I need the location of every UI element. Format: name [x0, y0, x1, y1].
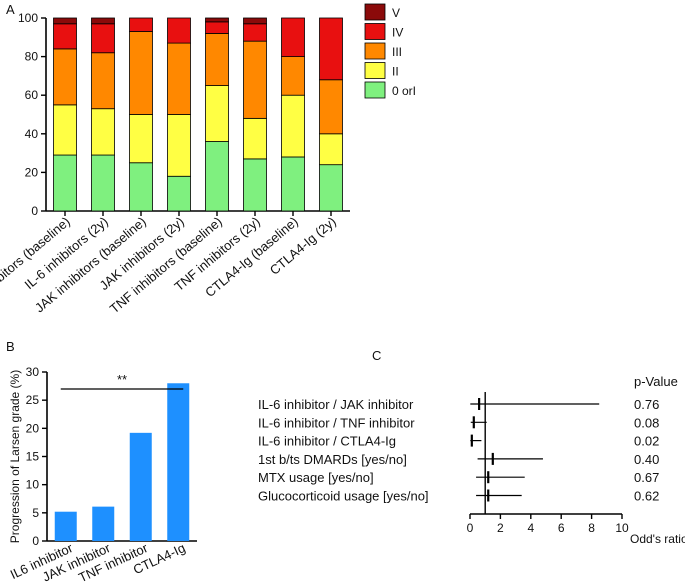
y-tick-label-b: 5: [32, 506, 39, 520]
stacked-bar-segment: [91, 108, 115, 156]
stacked-bar-segment: [91, 52, 115, 110]
y-tick-label-a: 40: [25, 127, 39, 141]
legend-swatch: [364, 42, 386, 60]
stacked-bar-segment: [281, 156, 305, 212]
y-tick-label-b: 10: [26, 478, 40, 492]
y-tick-label-a: 0: [31, 204, 38, 218]
p-value: 0.08: [634, 415, 659, 430]
stacked-bar-segment: [53, 104, 77, 156]
legend-label: III: [392, 45, 402, 59]
stacked-bar-segment: [53, 23, 77, 50]
legend-label: 0 orI: [392, 84, 416, 98]
stacked-bar-segment: [53, 154, 77, 212]
stacked-bar-segment: [167, 114, 191, 177]
stacked-bar-segment: [281, 94, 305, 158]
stacked-bar-segment: [91, 17, 115, 25]
y-tick-label-a: 80: [25, 50, 39, 64]
bar-b: [167, 383, 190, 541]
x-tick-label-c: 8: [588, 521, 595, 535]
panel-b-bar-chart: 0 5 10 15 20 25 30 Progression of Larsen grade …: [8, 365, 197, 585]
stacked-bar-segment: [205, 17, 229, 23]
x-tick-label-c: 4: [527, 521, 534, 535]
y-tick-label-b: 30: [26, 365, 40, 379]
p-value: 0.02: [634, 434, 659, 449]
stacked-bar-segment: [53, 48, 77, 106]
stacked-bar-segment: [205, 85, 229, 142]
legend-label: V: [392, 6, 400, 20]
p-value-header: p-Value: [634, 374, 678, 389]
stacked-bar-segment: [319, 164, 343, 212]
y-axis-label-b: Progression of Larsen grade (%): [8, 370, 22, 543]
stacked-bar-segment: [129, 17, 153, 32]
panel-label-b: B: [6, 339, 15, 354]
p-value: 0.76: [634, 397, 659, 412]
stacked-bar-segment: [243, 17, 267, 25]
stacked-bar-segment: [319, 79, 343, 135]
stacked-bar-segment: [167, 175, 191, 212]
stacked-bar-segment: [91, 23, 115, 54]
stacked-bar-segment: [205, 141, 229, 212]
stacked-bar-segment: [243, 23, 267, 42]
stacked-bar-segment: [129, 31, 153, 115]
stacked-bar-segment: [167, 42, 191, 115]
row-label: IL-6 inhibitor / CTLA4-Ig: [258, 434, 396, 449]
stacked-bar-segment: [281, 17, 305, 57]
stacked-bar-segment: [243, 40, 267, 119]
stacked-bar-segment: [319, 133, 343, 166]
p-value: 0.40: [634, 452, 659, 467]
y-tick-label-b: 25: [26, 393, 40, 407]
x-tick-label-c: 2: [497, 521, 504, 535]
stacked-bar-segment: [53, 17, 77, 25]
x-tick-label-c: 6: [558, 521, 565, 535]
bar-b: [54, 511, 77, 541]
y-tick-label-b: 15: [26, 450, 40, 464]
stacked-bar-segment: [205, 21, 229, 34]
stacked-bar-segment: [243, 158, 267, 212]
stacked-bar-segment: [243, 117, 267, 160]
panel-label-a: A: [6, 2, 15, 17]
legend-swatch: [364, 62, 386, 79]
stacked-bar-segment: [205, 33, 229, 86]
legend-swatch: [364, 81, 386, 99]
stacked-bar-segment: [167, 17, 191, 44]
stacked-bar-segment: [129, 162, 153, 212]
panel-a-stacked-bar-chart: 020406080100IL-6 inhibitors (baseline)IL…: [0, 3, 416, 316]
row-label: Glucocorticoid usage [yes/no]: [258, 489, 429, 504]
bar-b: [92, 506, 115, 541]
y-tick-label-a: 100: [18, 11, 38, 25]
legend-swatch: [364, 3, 386, 21]
stacked-bar-segment: [91, 154, 115, 212]
significance-stars: **: [117, 372, 127, 387]
y-tick-label-a: 20: [25, 165, 39, 179]
x-tick-label-c: 0: [467, 521, 474, 535]
row-label: MTX usage [yes/no]: [258, 470, 374, 485]
row-label: IL-6 inhibitor / TNF inhibitor: [258, 415, 415, 430]
legend-label: II: [392, 65, 399, 79]
y-tick-label-b: 0: [32, 534, 39, 548]
stacked-bar-segment: [281, 56, 305, 96]
row-label: 1st b/ts DMARDs [yes/no]: [258, 452, 407, 467]
stacked-bar-segment: [319, 17, 343, 81]
x-tick-label-c: 10: [615, 521, 629, 535]
p-value: 0.67: [634, 470, 659, 485]
panel-label-c: C: [372, 348, 381, 363]
y-tick-label-a: 60: [25, 88, 39, 102]
row-label: IL-6 inhibitor / JAK inhibitor: [258, 397, 414, 412]
x-tick-label-a: CTLA4-Ig (2y): [267, 214, 339, 278]
p-value: 0.62: [634, 489, 659, 504]
legend-swatch: [364, 23, 386, 40]
stacked-bar-segment: [129, 114, 153, 164]
legend-label: IV: [392, 26, 403, 40]
bar-b: [129, 432, 152, 541]
y-tick-label-b: 20: [26, 421, 40, 435]
x-axis-label-c: Odd's ratio: [630, 532, 685, 546]
